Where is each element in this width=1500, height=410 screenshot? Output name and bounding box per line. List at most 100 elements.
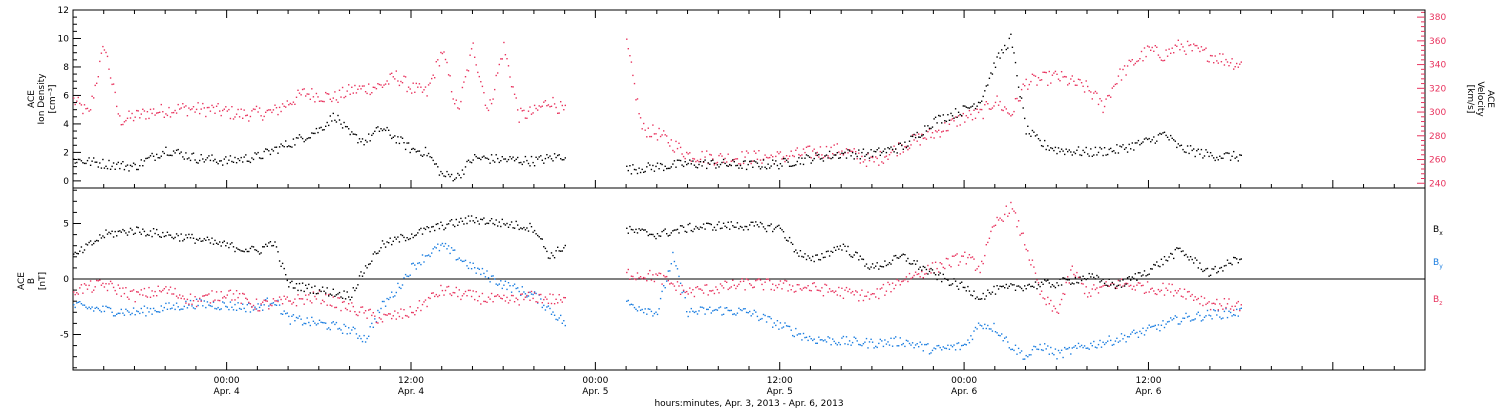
bz-point [357, 314, 359, 317]
bx-point [712, 229, 714, 231]
bx-point [976, 296, 978, 298]
velocity-point [772, 156, 774, 158]
by-point [255, 308, 258, 310]
velocity-point [358, 85, 361, 87]
velocity-point [93, 97, 95, 99]
density-point [884, 148, 886, 150]
bx-point [792, 243, 794, 245]
bx-point [719, 227, 722, 230]
by-point [152, 307, 155, 310]
density-point [692, 160, 694, 162]
bx-point [802, 256, 805, 258]
bx-point [745, 225, 748, 228]
bz-point [146, 296, 149, 298]
by-point [1047, 345, 1049, 347]
by-point [341, 332, 344, 334]
by-point [360, 337, 362, 340]
bx-point [775, 226, 777, 229]
velocity-point [344, 95, 347, 98]
density-point [1137, 139, 1140, 142]
velocity-point [182, 103, 184, 105]
density-point [1231, 155, 1233, 157]
by-point [865, 337, 868, 340]
bz-point [461, 295, 464, 297]
velocity-point [159, 111, 161, 113]
velocity-point [271, 111, 273, 114]
by-point [841, 337, 843, 339]
by-point [329, 328, 331, 331]
bx-point [1060, 284, 1063, 286]
velocity-point [647, 127, 649, 129]
bz-point [558, 294, 560, 296]
density-point [1196, 150, 1198, 152]
velocity-point [962, 112, 964, 115]
bx-point [1128, 276, 1130, 278]
by-point [1185, 312, 1187, 315]
top-right-label-line-2: Velocity [1475, 81, 1485, 117]
bx-point [984, 298, 986, 300]
by-point [765, 321, 768, 323]
bz-point [1062, 292, 1064, 295]
bx-point [884, 260, 886, 262]
velocity-point [507, 65, 510, 67]
bx-point [1197, 267, 1199, 269]
by-point [793, 335, 795, 338]
by-point [535, 292, 537, 295]
by-point [957, 342, 960, 344]
bz-point [112, 286, 115, 289]
bx-point [208, 239, 210, 241]
velocity-point [277, 113, 279, 116]
density-point [639, 171, 642, 174]
bz-point [851, 290, 854, 293]
bx-point [320, 290, 322, 293]
density-point [143, 160, 146, 162]
by-point [730, 309, 732, 312]
velocity-point [661, 134, 663, 136]
velocity-point [475, 64, 477, 66]
velocity-point [655, 133, 657, 135]
density-point [981, 100, 983, 102]
bz-point [1031, 259, 1034, 261]
density-point [659, 162, 662, 165]
density-point [953, 117, 955, 119]
by-point [386, 297, 388, 300]
bx-point [673, 229, 676, 231]
bz-point [687, 293, 689, 295]
velocity-point [143, 110, 146, 112]
bz-point [1157, 288, 1160, 291]
bx-point [400, 233, 402, 236]
by-point [1119, 340, 1121, 342]
density-point [188, 157, 190, 159]
bz-point [698, 288, 700, 290]
bz-point [1137, 282, 1140, 284]
density-point [893, 151, 895, 153]
by-point [745, 311, 748, 314]
bx-point [784, 237, 786, 239]
bx-point [632, 229, 634, 231]
by-point [351, 329, 353, 331]
density-point [1156, 140, 1158, 142]
by-point [288, 315, 290, 318]
bx-point [898, 257, 900, 259]
bz-point [765, 278, 768, 280]
velocity-point [816, 151, 818, 154]
by-point [828, 337, 831, 339]
bx-point [1203, 269, 1206, 272]
bz-point [513, 301, 516, 303]
bx-point [993, 285, 995, 288]
velocity-point [1085, 80, 1087, 82]
bz-point [788, 284, 791, 286]
density-point [1143, 138, 1146, 140]
bz-point [1186, 291, 1189, 293]
velocity-point [850, 150, 852, 152]
density-point [901, 144, 903, 147]
density-point [778, 168, 780, 170]
velocity-point [815, 154, 817, 156]
density-point [444, 175, 447, 178]
velocity-point [308, 93, 310, 95]
density-point [1050, 147, 1052, 149]
bx-point [1179, 247, 1181, 249]
by-point [526, 296, 528, 298]
density-point [764, 166, 766, 168]
velocity-point [954, 116, 957, 118]
